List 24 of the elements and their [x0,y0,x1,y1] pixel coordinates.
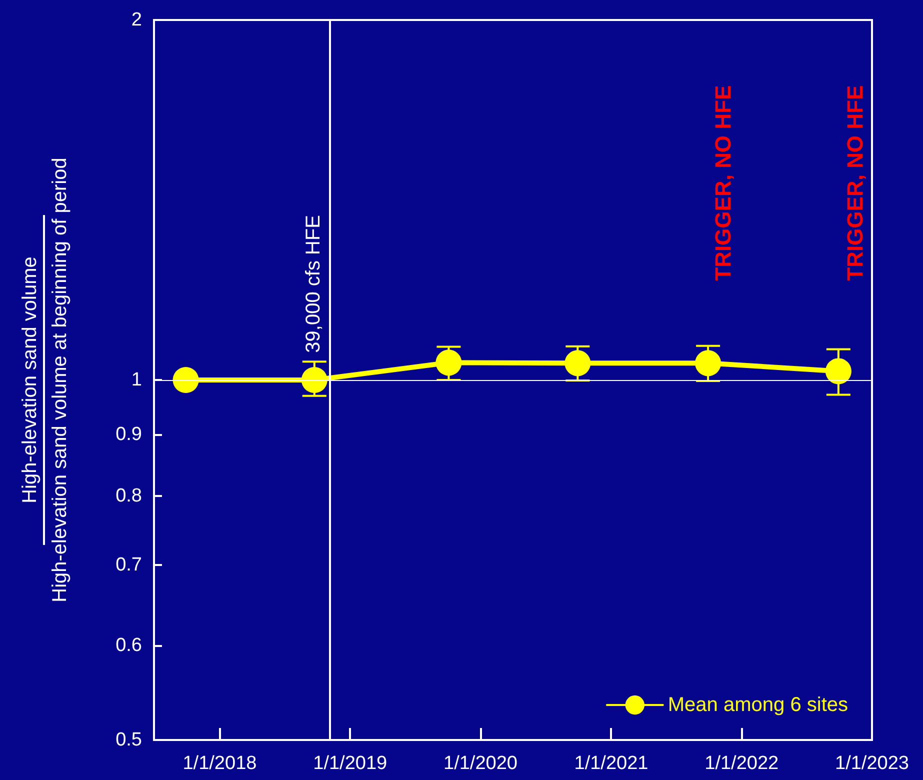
point [172,367,199,393]
legend-label: Mean among 6 sites [668,694,848,716]
x-tick-label: 1/1/2018 [182,753,257,774]
annotation: TRIGGER, NO HFE [710,85,736,281]
y-tick-label: 0.5 [116,730,142,750]
point [436,350,462,376]
x-tick-label: 1/1/2023 [835,753,909,774]
point [301,367,328,393]
point [564,350,591,376]
y-tick-label: 0.8 [116,485,142,506]
point [695,350,722,376]
y-tick-label: 0.7 [116,554,142,576]
y-axis-title: High-elevation sand volume High-elevation sand volume at beginning of period [19,158,71,602]
annotation: TRIGGER, NO HFE [842,85,868,281]
ref-line-label: 39,000 cfs HFE [302,215,325,353]
x-tick-label: 1/1/2019 [313,753,388,774]
y-tick-label: 2 [131,10,142,30]
x-tick-label: 1/1/2022 [704,753,779,774]
y-tick-label: 0.9 [116,424,142,446]
x-tick-label: 1/1/2021 [574,753,648,774]
y-tick-label: 0.6 [116,634,142,656]
point [825,358,852,384]
x-tick-label: 1/1/2020 [444,753,518,774]
y-tick-label: 1 [131,370,142,390]
